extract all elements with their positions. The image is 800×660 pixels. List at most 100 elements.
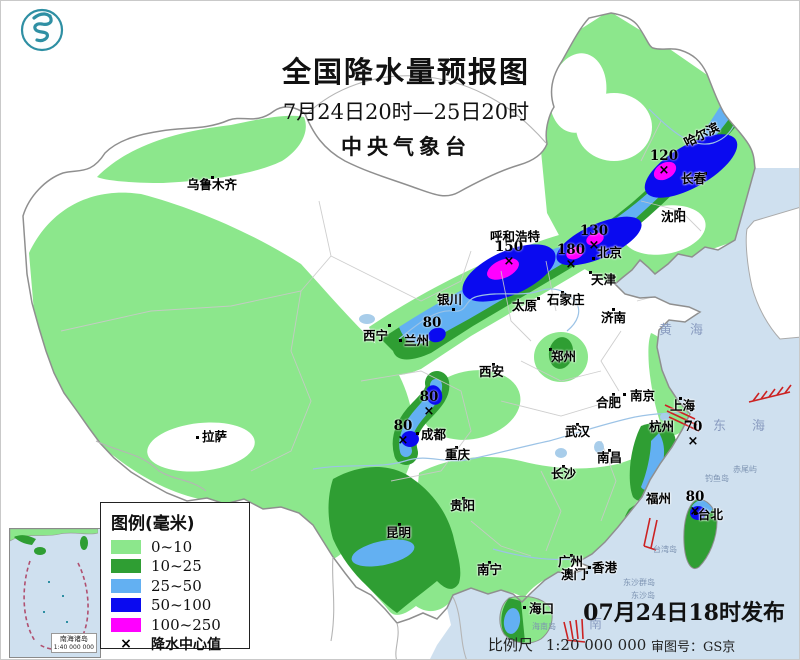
city-label-yinchuan: 银川	[437, 292, 463, 307]
city-dot	[488, 561, 491, 564]
legend-swatch	[111, 559, 141, 573]
city-label-nanjing: 南京	[630, 388, 656, 403]
south-china-sea-inset: 南海诸岛 1:40 000 000	[9, 528, 101, 658]
precip-center: 80	[415, 316, 449, 331]
legend-item: 0~10	[111, 537, 249, 556]
cma-dragon-logo	[20, 8, 64, 52]
city-label-wuhan: 武汉	[565, 424, 591, 439]
sea-label-east-china-sea: 东海	[713, 419, 792, 434]
island-label-diaoyu: 钓鱼岛	[705, 474, 729, 483]
province-borders	[60, 120, 702, 557]
legend: 图例(毫米) 0~10 10~25 25~50 50~100 100~250 ×…	[100, 502, 250, 653]
precip-center: 150 ×	[492, 239, 526, 267]
legend-item: 50~100	[111, 596, 249, 614]
scale-value: 1:20 000 000	[545, 636, 647, 654]
city-label-xian: 西安	[479, 364, 505, 379]
city-dot	[589, 271, 592, 274]
korea-landmass	[745, 207, 799, 340]
issue-time: 07月24日18时发布	[583, 600, 785, 626]
precip-center: 70 ×	[676, 419, 710, 449]
precip-value: 80	[393, 418, 413, 434]
city-label-hongkong: 香港	[592, 560, 618, 575]
city-dot	[588, 566, 591, 569]
legend-range: 25~50	[151, 576, 202, 595]
city-dot	[561, 291, 564, 294]
city-label-fuzhou: 福州	[646, 491, 672, 506]
city-dot	[462, 497, 465, 500]
legend-swatch	[111, 539, 141, 554]
sea-label-yellow-sea: 黄海	[659, 323, 722, 338]
legend-swatch	[111, 598, 141, 612]
precip-center-marker: ×	[689, 503, 701, 519]
legend-range: 10~25	[151, 557, 202, 575]
approval-number: 审图号：GS京(2024)0236号	[651, 640, 736, 655]
legend-range: 100~250	[151, 615, 221, 634]
city-label-hefei: 合肥	[596, 395, 622, 410]
city-dot	[678, 208, 681, 211]
city-label-tianjin: 天津	[591, 272, 617, 287]
scale-label: 比例尺	[488, 636, 534, 654]
legend-swatch	[111, 617, 141, 632]
precip-value: 80	[685, 489, 705, 505]
island-label-dongsha: 东沙岛	[631, 591, 655, 600]
city-label-guiyang: 贵阳	[450, 498, 476, 513]
legend-item: 100~250	[111, 615, 249, 634]
city-label-nanning: 南宁	[477, 562, 503, 577]
legend-range: 0~10	[151, 537, 193, 556]
island-label-dongsha-islands: 东沙群岛	[623, 578, 655, 587]
city-dot	[608, 449, 611, 452]
precip-center: 80 ×	[386, 418, 420, 448]
legend-item: 25~50	[111, 576, 249, 595]
precip-value: 70	[683, 419, 703, 435]
city-label-chengdu: 成都	[421, 427, 447, 442]
city-dot	[452, 308, 455, 311]
precip-value: 150	[494, 239, 524, 255]
city-label-kunming: 昆明	[386, 525, 412, 540]
neighbor-borders	[95, 75, 547, 659]
city-dot	[612, 393, 615, 396]
city-dot	[612, 308, 615, 311]
city-label-hangzhou: 杭州	[649, 419, 675, 434]
city-label-shanghai: 上海	[670, 398, 696, 413]
city-dot	[196, 436, 199, 439]
city-label-urumqi: 乌鲁木齐	[187, 177, 238, 192]
precip-center-marker: ×	[397, 432, 409, 448]
city-label-lanzhou: 兰州	[404, 333, 430, 348]
inset-label-box: 南海诸岛 1:40 000 000	[50, 632, 97, 653]
city-dot	[211, 176, 214, 179]
city-label-taipei: 台北	[698, 507, 724, 522]
city-dot	[537, 297, 540, 300]
city-dot	[388, 324, 391, 327]
city-label-chongqing: 重庆	[445, 447, 471, 462]
city-label-shenyang: 沈阳	[661, 209, 687, 224]
city-dot	[455, 446, 458, 449]
city-dot	[576, 423, 579, 426]
city-label-taiyuan: 太原	[512, 298, 538, 313]
island-label-hainan: 海南岛	[532, 622, 556, 631]
city-label-shijiazhuang: 石家庄	[547, 292, 585, 307]
city-dot	[399, 339, 402, 342]
precip-center: 120 ×	[647, 149, 681, 178]
precip-center: 80 ×	[678, 489, 712, 519]
precip-center-marker: ×	[565, 256, 577, 272]
city-label-jinan: 济南	[601, 310, 627, 325]
legend-item: 10~25	[111, 557, 249, 575]
city-dot	[523, 606, 526, 609]
city-dot	[416, 432, 419, 435]
lakes	[359, 314, 670, 458]
china-border	[22, 12, 756, 644]
city-label-hohhot: 呼和浩特	[490, 229, 541, 244]
city-label-beijing: 北京	[597, 245, 623, 260]
precip-center-marker: ×	[687, 433, 699, 449]
city-dot	[549, 348, 552, 351]
dry-gaps	[147, 53, 706, 472]
city-label-haikou: 海口	[529, 601, 555, 616]
city-dot	[562, 465, 565, 468]
island-label-chiwei: 赤尾屿	[733, 465, 757, 474]
city-dot	[492, 363, 495, 366]
island-label-taiwan: 台湾岛	[653, 545, 677, 554]
precip-center-marker: ×	[658, 162, 670, 178]
city-label-xining: 西宁	[363, 328, 389, 343]
inset-title: 南海诸岛	[59, 634, 88, 643]
city-label-changsha: 长沙	[551, 466, 577, 481]
